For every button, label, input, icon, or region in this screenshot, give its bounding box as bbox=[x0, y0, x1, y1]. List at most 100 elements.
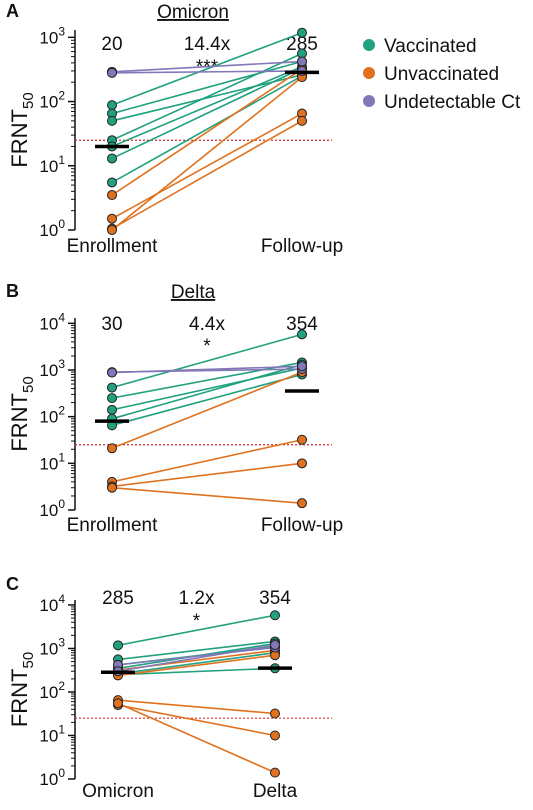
point-undetectable bbox=[297, 361, 307, 372]
pair-line-unvaccinated bbox=[117, 702, 276, 774]
y-tick-exponent: 0 bbox=[58, 217, 65, 231]
x-category-label: Omicron bbox=[82, 781, 154, 802]
y-tick-exponent: 3 bbox=[58, 357, 65, 371]
pair-line-vaccinated bbox=[111, 67, 303, 160]
data-points bbox=[107, 329, 307, 509]
y-tick-base: 10 bbox=[39, 408, 58, 427]
y-tick-label: 103 bbox=[39, 24, 65, 47]
point-unvaccinated bbox=[297, 115, 307, 126]
y-tick-exponent: 2 bbox=[58, 404, 65, 418]
x-category-label: Enrollment bbox=[67, 515, 159, 536]
legend-label: Undetectable Ct bbox=[384, 92, 521, 113]
point-vaccinated bbox=[107, 404, 117, 415]
y-tick-label: 104 bbox=[39, 310, 65, 333]
y-tick-base: 10 bbox=[39, 28, 58, 47]
fold-change-label: 4.4x bbox=[189, 314, 225, 335]
legend-label: Unvaccinated bbox=[384, 64, 499, 85]
y-axis-title-main: FRNT bbox=[7, 109, 32, 168]
point-undetectable bbox=[270, 640, 280, 651]
legend: Vaccinated Unvaccinated Undetectable Ct bbox=[363, 36, 521, 113]
pair-line-vaccinated bbox=[111, 75, 303, 184]
x-category-label: Delta bbox=[253, 781, 298, 802]
y-tick-base: 10 bbox=[39, 221, 58, 240]
y-axis-title-main: FRNT bbox=[7, 669, 32, 728]
legend-marker-undetectable bbox=[363, 95, 375, 107]
y-axis-title-sub: 50 bbox=[20, 92, 37, 109]
x-category-label: Enrollment bbox=[67, 236, 159, 257]
y-tick-base: 10 bbox=[39, 726, 58, 745]
y-axis-title: FRNT50 bbox=[7, 376, 37, 451]
point-undetectable bbox=[107, 367, 117, 378]
median-label-right: 354 bbox=[286, 314, 318, 335]
y-tick-exponent: 1 bbox=[58, 722, 65, 736]
pair-line-vaccinated bbox=[111, 65, 303, 148]
y-axis-title: FRNT50 bbox=[7, 92, 37, 167]
y-tick-label: 102 bbox=[39, 404, 65, 427]
y-tick-exponent: 1 bbox=[58, 450, 65, 464]
point-unvaccinated bbox=[297, 498, 307, 509]
y-tick-exponent: 3 bbox=[58, 635, 65, 649]
pair-line-unvaccinated bbox=[117, 654, 276, 677]
data-points bbox=[107, 27, 307, 235]
pair-line-unvaccinated bbox=[111, 462, 303, 488]
point-vaccinated bbox=[297, 329, 307, 340]
pair-line-unvaccinated bbox=[111, 112, 303, 220]
pair-line-vaccinated bbox=[111, 60, 303, 115]
median-label-right: 285 bbox=[286, 34, 318, 55]
pair-line-vaccinated bbox=[117, 667, 276, 676]
y-tick-label: 101 bbox=[39, 450, 65, 473]
y-tick-label: 100 bbox=[39, 497, 65, 520]
pair-lines bbox=[111, 31, 303, 231]
y-tick-label: 101 bbox=[39, 722, 65, 745]
pair-line-vaccinated bbox=[117, 651, 276, 675]
y-tick-exponent: 4 bbox=[58, 592, 65, 606]
panel-letter: B bbox=[6, 281, 19, 301]
point-vaccinated bbox=[297, 27, 307, 38]
panel-letter: C bbox=[6, 574, 19, 594]
point-unvaccinated bbox=[297, 458, 307, 469]
y-tick-base: 10 bbox=[39, 157, 58, 176]
x-category-label: Follow-up bbox=[261, 515, 343, 536]
point-unvaccinated bbox=[270, 767, 280, 778]
point-vaccinated bbox=[107, 153, 117, 164]
point-undetectable bbox=[107, 67, 117, 78]
point-undetectable bbox=[297, 56, 307, 67]
point-unvaccinated bbox=[270, 730, 280, 741]
y-tick-exponent: 2 bbox=[58, 679, 65, 693]
legend-marker-vaccinated bbox=[363, 39, 375, 51]
significance-label: * bbox=[193, 611, 201, 632]
panel-title: Omicron bbox=[157, 2, 229, 23]
legend-marker-unvaccinated bbox=[363, 67, 375, 79]
y-tick-exponent: 0 bbox=[58, 766, 65, 780]
fold-change-label: 1.2x bbox=[179, 588, 215, 609]
median-label-right: 354 bbox=[259, 588, 291, 609]
point-vaccinated bbox=[107, 100, 117, 111]
point-vaccinated bbox=[107, 393, 117, 404]
point-vaccinated bbox=[107, 382, 117, 393]
y-tick-exponent: 4 bbox=[58, 310, 65, 324]
point-unvaccinated bbox=[270, 708, 280, 719]
pair-line-unvaccinated bbox=[111, 120, 303, 230]
pair-line-vaccinated bbox=[111, 333, 303, 389]
data-points bbox=[113, 610, 280, 778]
significance-label: * bbox=[203, 336, 211, 357]
pair-line-unvaccinated bbox=[111, 371, 303, 450]
y-axis-title-sub: 50 bbox=[20, 652, 37, 669]
y-tick-label: 101 bbox=[39, 153, 65, 176]
y-tick-base: 10 bbox=[39, 683, 58, 702]
median-label-left: 285 bbox=[102, 588, 134, 609]
pair-line-unvaccinated bbox=[111, 76, 303, 231]
pair-line-undetectable bbox=[111, 60, 303, 73]
panel-letter: A bbox=[6, 1, 19, 21]
y-tick-base: 10 bbox=[39, 596, 58, 615]
y-tick-label: 100 bbox=[39, 217, 65, 240]
pair-line-unvaccinated bbox=[111, 486, 303, 504]
y-tick-base: 10 bbox=[39, 454, 58, 473]
y-tick-base: 10 bbox=[39, 639, 58, 658]
y-tick-exponent: 0 bbox=[58, 497, 65, 511]
pair-line-unvaccinated bbox=[117, 704, 276, 737]
